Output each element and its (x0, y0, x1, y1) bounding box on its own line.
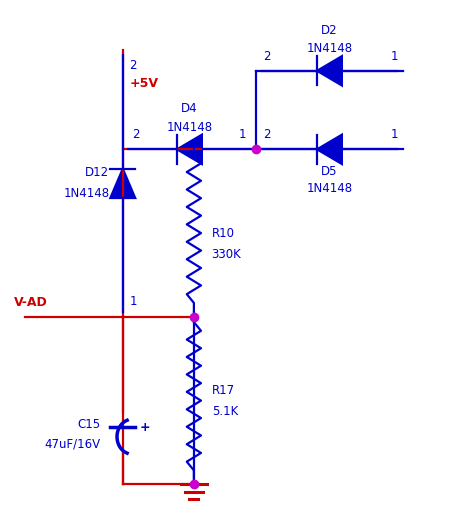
Text: 47uF/16V: 47uF/16V (45, 437, 100, 450)
Text: D5: D5 (321, 165, 338, 178)
Text: 1N4148: 1N4148 (63, 187, 109, 200)
Text: D12: D12 (86, 167, 109, 179)
Text: 1: 1 (130, 295, 137, 308)
Polygon shape (317, 56, 342, 86)
Text: 2: 2 (132, 129, 139, 141)
Text: +: + (140, 421, 150, 434)
Text: +5V: +5V (130, 77, 158, 90)
Text: 1: 1 (391, 129, 398, 141)
Text: 1: 1 (391, 50, 398, 63)
Text: R17: R17 (212, 384, 235, 397)
Text: V-AD: V-AD (14, 296, 48, 309)
Polygon shape (177, 135, 202, 164)
Text: 1N4148: 1N4148 (306, 182, 352, 195)
Text: 2: 2 (263, 50, 270, 63)
Text: 2: 2 (130, 59, 137, 72)
Text: 1N4148: 1N4148 (166, 121, 212, 134)
Polygon shape (110, 169, 135, 198)
Text: C15: C15 (77, 418, 100, 431)
Text: 5.1K: 5.1K (212, 405, 238, 417)
Text: 1N4148: 1N4148 (306, 42, 352, 55)
Text: 2: 2 (263, 129, 270, 141)
Polygon shape (317, 135, 342, 164)
Text: 330K: 330K (212, 248, 241, 260)
Text: R10: R10 (212, 226, 234, 240)
Text: D4: D4 (181, 102, 198, 115)
Text: D2: D2 (321, 24, 338, 37)
Text: 1: 1 (238, 129, 246, 141)
